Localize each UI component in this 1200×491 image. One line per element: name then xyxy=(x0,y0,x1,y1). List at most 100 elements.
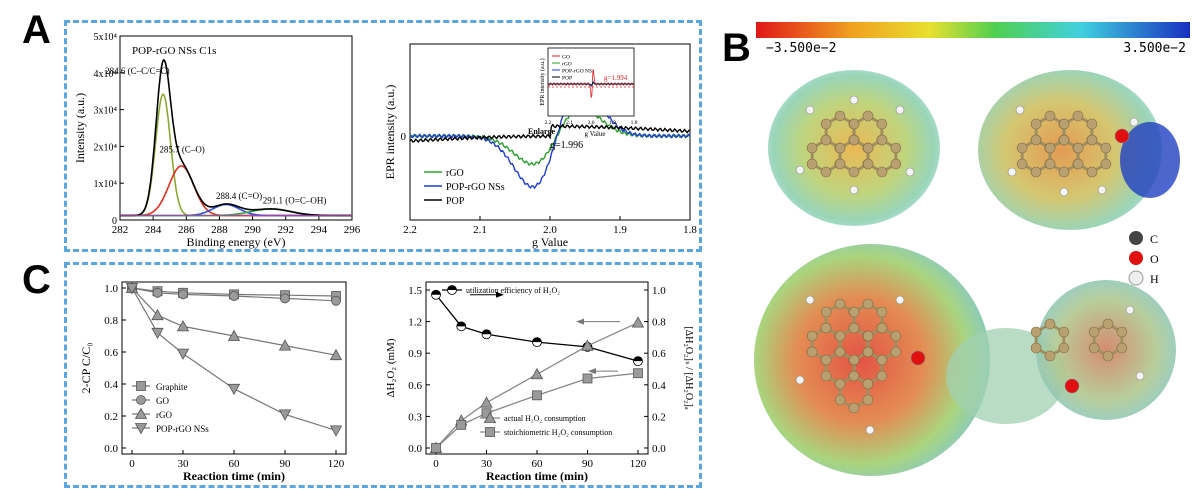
h2o2-point xyxy=(456,419,467,430)
h2o2-point-fill xyxy=(532,337,542,343)
carbon-atom xyxy=(820,322,832,334)
h2o2-y-tick-label: 0.3 xyxy=(408,411,422,423)
h2o2-point xyxy=(581,339,594,351)
h2o2-y-tick-label: 1.5 xyxy=(408,285,422,297)
h2o2-x-tick-label: 30 xyxy=(481,458,493,470)
h2o2-point-fill xyxy=(482,329,491,335)
degradation-y-tick-label: 0.0 xyxy=(104,443,118,455)
carbon-atom xyxy=(1100,158,1112,170)
carbon-atom xyxy=(1088,326,1100,338)
carbon-atom xyxy=(806,346,818,358)
degradation-point xyxy=(229,291,239,301)
carbon-atom xyxy=(1058,166,1070,178)
xps-annotation: 291.1 (O=C–OH) xyxy=(263,196,327,206)
carbon-atom xyxy=(820,354,832,366)
carbon-atom xyxy=(890,142,902,154)
oxygen-atom-icon xyxy=(1129,251,1143,265)
h2o2-point xyxy=(631,316,645,328)
h2o2-x-tick-label: 90 xyxy=(582,458,594,470)
epr-legend-label: POP-rGO NSs xyxy=(446,182,505,193)
degradation-x-tick-label: 120 xyxy=(328,458,345,470)
hydrogen-atom xyxy=(849,185,859,195)
inset-series xyxy=(548,82,634,86)
degradation-point xyxy=(176,348,190,360)
hydrogen-atom xyxy=(849,95,859,105)
epr-y-axis-label: EPR intensity (a.u.) xyxy=(383,85,397,180)
degradation-legend-marker xyxy=(134,407,148,419)
epr-x-tick-label: 2.2 xyxy=(403,224,417,236)
atom-legend-label: O xyxy=(1150,252,1159,266)
esp-surface-pyrene xyxy=(768,70,940,226)
h2o2-point xyxy=(431,443,441,453)
carbon-atom xyxy=(1058,134,1070,146)
epr-y-tick-label: 0 xyxy=(401,131,407,143)
carbon-atom xyxy=(862,378,874,390)
h2o2-arrow-head xyxy=(496,291,504,298)
xps-y-tick-label: 1x10⁴ xyxy=(94,179,118,190)
degradation-legend-label: POP-rGO NSs xyxy=(156,424,209,434)
degradation-point xyxy=(176,320,190,332)
inset-legend-label: rGO xyxy=(562,62,572,68)
degradation-legend-label: Graphite xyxy=(156,382,188,392)
carbon-atom xyxy=(862,330,874,342)
degradation-legend-marker xyxy=(136,395,146,405)
xps-x-axis-label: Binding energy (eV) xyxy=(186,235,285,249)
carbon-atom xyxy=(806,158,818,170)
degradation-x-tick-label: 30 xyxy=(178,458,190,470)
h2o2-right-tick-label: 0.8 xyxy=(652,317,666,329)
hydrogen-atom xyxy=(865,425,875,435)
carbon-atom xyxy=(1030,342,1042,354)
carbon-atom xyxy=(820,134,832,146)
h2o2-point xyxy=(530,367,544,380)
carbon-atom xyxy=(862,158,874,170)
h2o2-line-0 xyxy=(435,294,639,362)
carbon-atom xyxy=(834,378,846,390)
degradation-point xyxy=(151,308,164,321)
h2o2-point xyxy=(633,368,643,379)
hydrogen-atom xyxy=(1059,187,1069,197)
epr-g-label: g=1.996 xyxy=(550,140,583,151)
oxygen-atom xyxy=(1114,128,1130,144)
carbon-atom xyxy=(834,330,846,342)
carbon-atom xyxy=(1100,142,1112,154)
degradation-y-tick-label: 0.6 xyxy=(104,347,118,359)
xps-x-tick-label: 288 xyxy=(211,224,228,236)
xps-envelope xyxy=(120,58,352,217)
degradation-x-tick-label: 60 xyxy=(229,458,241,470)
panel-a-frame xyxy=(64,20,702,252)
inset-x-tick-label: 1.9 xyxy=(609,120,616,126)
carbon-atom xyxy=(1030,166,1042,178)
carbon-atom xyxy=(820,118,832,130)
carbon-atom xyxy=(890,330,902,342)
epr-legend-label: rGO xyxy=(446,168,464,179)
h2o2-point xyxy=(582,373,593,384)
h2o2-point-fill xyxy=(431,290,441,295)
carbon-atom xyxy=(1058,342,1070,354)
carbon-atom xyxy=(820,306,832,318)
panel-label-a: A xyxy=(22,8,51,52)
carbon-atom xyxy=(820,370,832,382)
carbon-atom xyxy=(848,134,860,146)
panel-label-c: C xyxy=(22,258,51,302)
degradation-point xyxy=(151,327,164,340)
inset-legend-label: GO xyxy=(562,55,570,61)
colorbar-max-label: 3.500e−2 xyxy=(1123,41,1186,56)
xps-annotation: 285.7 (C–O) xyxy=(159,145,205,155)
carbon-atom xyxy=(876,134,888,146)
epr-legend-label: POP xyxy=(446,196,465,207)
carbon-atom xyxy=(1044,318,1056,330)
inset-x-tick-label: 1.8 xyxy=(631,120,638,126)
carbon-atom-icon xyxy=(1129,231,1143,245)
carbon-atom xyxy=(1030,134,1042,146)
h2o2-legend-marker-fill xyxy=(447,285,457,290)
hydrogen-atom xyxy=(895,295,905,305)
xps-chart: POP-rGO NSs C1s Binding energy (eV) Inte… xyxy=(73,32,360,249)
degradation-legend-marker xyxy=(134,423,148,435)
hydrogen-atom xyxy=(1125,305,1135,315)
carbon-atom xyxy=(1030,118,1042,130)
h2o2-y-tick-label: 1.2 xyxy=(408,317,422,329)
carbon-atom xyxy=(1102,350,1114,362)
h2o2-arrow-head xyxy=(576,318,584,325)
esp-molecule-panel: −3.500e−2 3.500e−2 C O H xyxy=(754,22,1190,476)
h2o2-arrow-head xyxy=(588,368,596,375)
